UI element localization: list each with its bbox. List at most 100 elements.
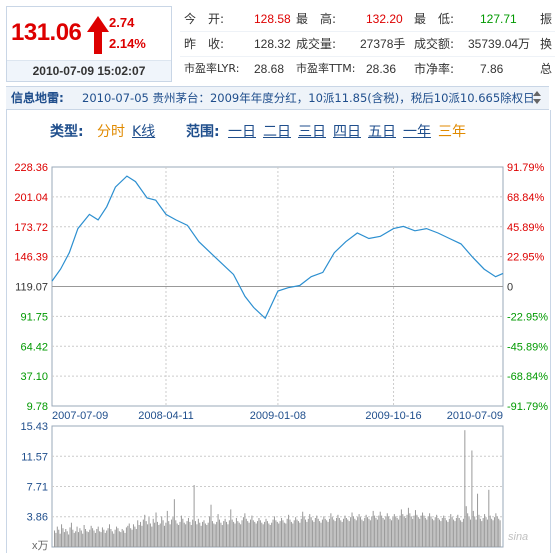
volume-bar (477, 493, 479, 547)
volume-bar (485, 517, 487, 547)
volume-bar (341, 521, 343, 547)
volume-bar (427, 516, 429, 547)
type-option-kline[interactable]: K线 (132, 124, 156, 140)
volume-bar (134, 526, 136, 547)
volume-bar (83, 525, 85, 547)
y-right-tick-label: 22.95% (507, 252, 545, 264)
stats-panel: 今 开: 128.58 最 高: 132.20 最 低: 127.71 振 昨 … (180, 6, 555, 80)
volume-bar (368, 518, 370, 547)
volume-bar (61, 524, 63, 547)
volume-bar (450, 514, 452, 547)
volume-bar (114, 529, 116, 547)
volume-bar (159, 523, 161, 547)
volume-bar (285, 523, 287, 547)
volume-bar (244, 513, 246, 547)
volume-bar (416, 514, 418, 547)
volume-bar (382, 518, 384, 547)
stat-value: 27378手 (360, 37, 406, 51)
volume-bar (289, 519, 291, 547)
volume-bar (379, 511, 381, 547)
range-option-1d[interactable]: 一日 (228, 124, 256, 140)
volume-bar (310, 517, 312, 547)
volume-bar (101, 527, 103, 547)
volume-bar (140, 521, 142, 547)
volume-bar (209, 516, 211, 547)
range-option-1y[interactable]: 一年 (403, 124, 431, 140)
stat-value: 28.36 (366, 62, 397, 76)
volume-bar (378, 515, 380, 547)
volume-bar (182, 518, 184, 547)
volume-bar (331, 517, 333, 547)
y-right-tick-label: 91.79% (507, 162, 545, 174)
volume-bar (73, 532, 75, 547)
range-option-5d[interactable]: 五日 (368, 124, 396, 140)
volume-bar (240, 524, 242, 547)
volume-bar (86, 531, 88, 547)
volume-bar (410, 516, 412, 547)
volume-bar (297, 521, 299, 547)
volume-bar (371, 516, 373, 547)
volume-bar (245, 518, 247, 547)
volume-bar (233, 521, 235, 547)
news-link[interactable]: 2010-07-05 贵州茅台：2009年年度分红，10派11.85(含税)，税… (82, 91, 535, 105)
volume-bar (264, 521, 266, 547)
volume-bar (161, 516, 163, 547)
volume-bar (259, 520, 261, 547)
range-option-3y[interactable]: 三年 (438, 124, 466, 140)
volume-bar (107, 528, 109, 547)
volume-bar (453, 519, 455, 547)
volume-bar (85, 529, 87, 547)
x-tick-label: 2010-07-09 (447, 410, 503, 422)
range-option-2d[interactable]: 二日 (263, 124, 291, 140)
divider (180, 31, 555, 32)
volume-bar (94, 532, 96, 547)
chart-frame (6, 110, 551, 553)
volume-bar (247, 521, 249, 547)
volume-bar (96, 529, 98, 547)
volume-bar (195, 521, 197, 547)
volume-bar (330, 513, 332, 547)
range-option-3d[interactable]: 三日 (298, 124, 326, 140)
type-option-timeshare[interactable]: 分时 (97, 124, 125, 140)
volume-bar (440, 521, 442, 547)
volume-bar (447, 521, 449, 547)
volume-bar (135, 529, 137, 547)
volume-bar (210, 504, 212, 547)
volume-bar (437, 518, 439, 547)
volume-bar (444, 518, 446, 547)
scroll-down-icon[interactable] (533, 99, 541, 104)
volume-bar (455, 518, 457, 547)
volume-bar (252, 520, 254, 547)
stat-label: 换 (540, 37, 553, 51)
volume-bar (320, 522, 322, 547)
volume-bar (70, 522, 72, 547)
volume-bar (271, 522, 273, 547)
volume-bar (307, 518, 309, 547)
scroll-up-icon[interactable] (533, 91, 541, 96)
volume-bar (296, 519, 298, 547)
range-option-4d[interactable]: 四日 (333, 124, 361, 140)
volume-bar (100, 532, 102, 547)
volume-bar (108, 524, 110, 547)
volume-bar (299, 522, 301, 547)
price-line (51, 175, 504, 320)
volume-bar (375, 518, 377, 547)
volume-bar (389, 518, 391, 547)
news-scroll-control[interactable] (527, 87, 549, 109)
volume-bar (190, 525, 192, 547)
volume-bar (327, 521, 329, 547)
volume-bar (66, 531, 68, 547)
volume-bar (123, 530, 125, 547)
volume-bar (369, 520, 371, 547)
x-tick-label: 2009-01-08 (250, 410, 306, 422)
volume-bar (337, 514, 339, 547)
volume-bar (176, 523, 178, 547)
volume-bar (475, 519, 477, 547)
volume-bar (80, 530, 82, 547)
volume-bar (306, 521, 308, 547)
volume-bar (465, 506, 467, 547)
volume-bar (54, 530, 56, 547)
volume-bar (454, 521, 456, 547)
volume-bar (417, 517, 419, 547)
volume-bar (211, 521, 213, 547)
